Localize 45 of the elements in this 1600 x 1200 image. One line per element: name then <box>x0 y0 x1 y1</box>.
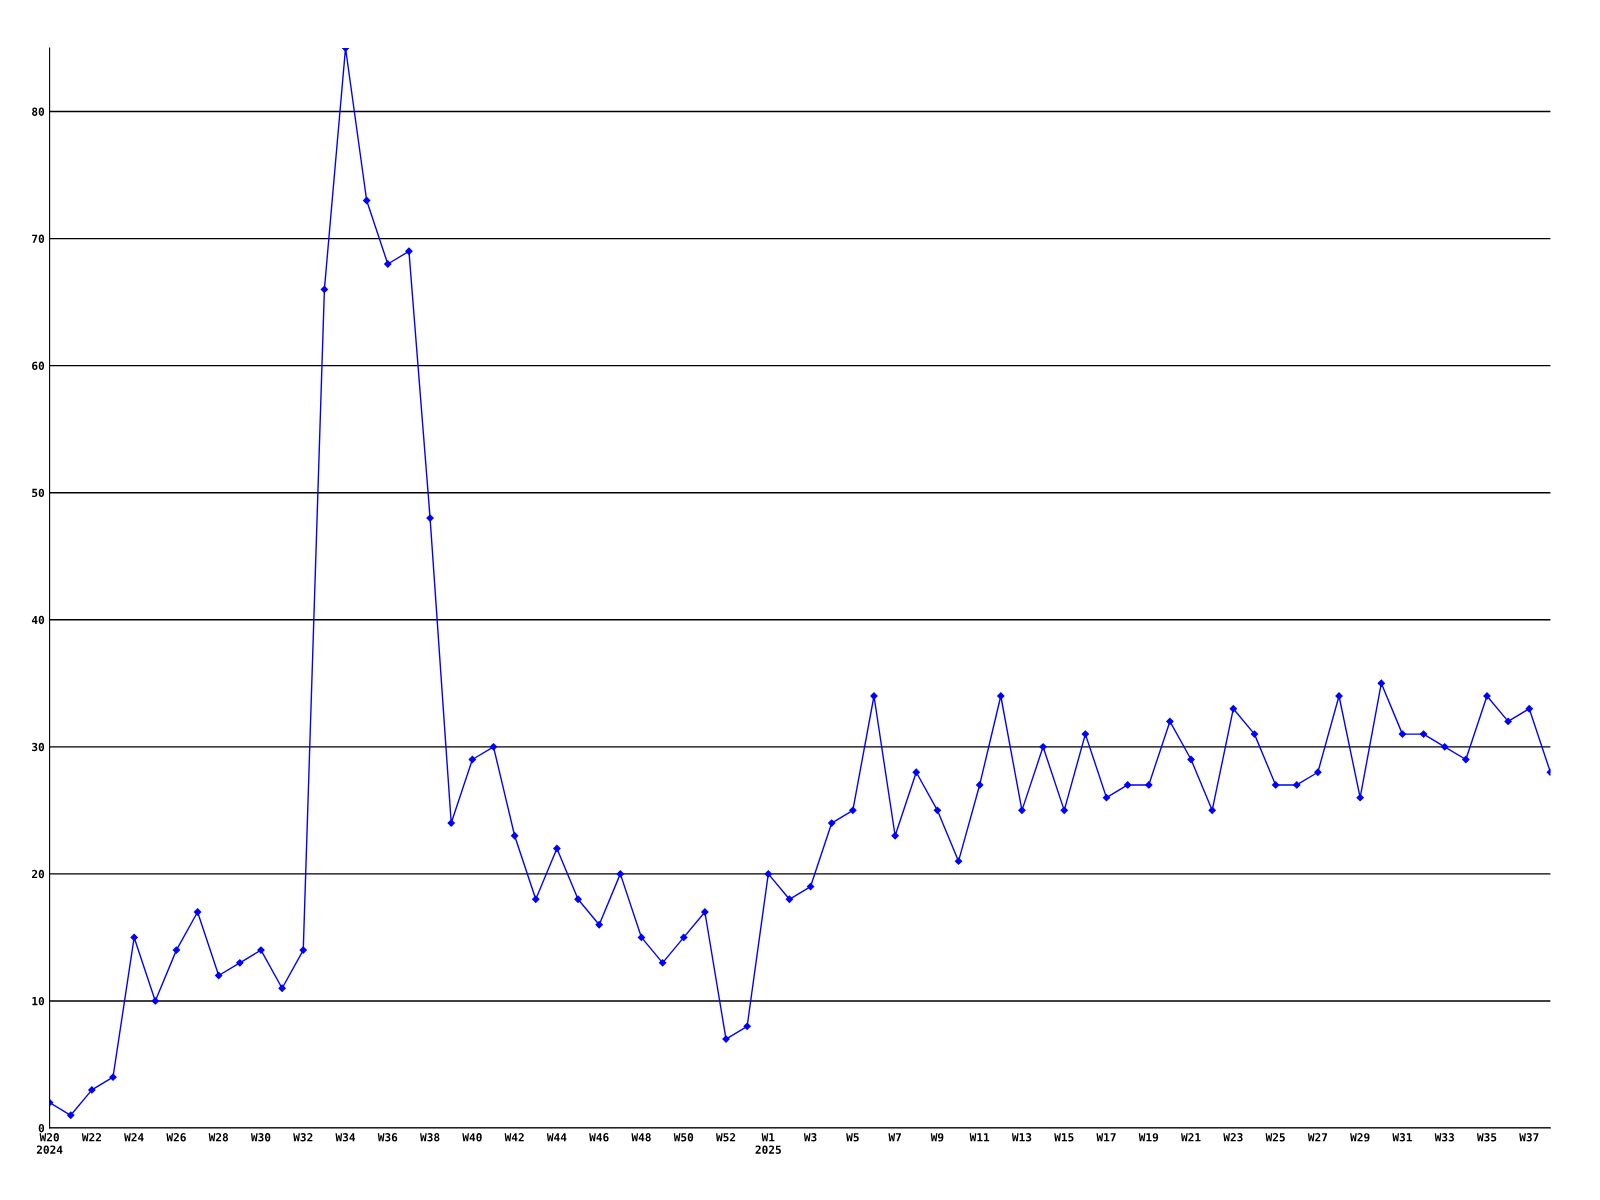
x-tick-label: W32 <box>293 1133 313 1142</box>
x-tick-label: W44 <box>546 1133 567 1142</box>
x-tick-label: W22 <box>81 1133 101 1142</box>
x-tick-label: W37 <box>1519 1133 1539 1142</box>
x-tick-label: W36 <box>377 1133 398 1142</box>
y-tick-label: 50 <box>32 488 45 498</box>
x-tick-label: W33 <box>1434 1133 1455 1142</box>
y-tick-label: 20 <box>31 869 45 879</box>
x-tick-label: W28 <box>208 1133 229 1142</box>
x-tick-label: W31 <box>1392 1133 1412 1142</box>
y-tick-label: 10 <box>32 996 45 1006</box>
y-tick-label: 40 <box>31 615 45 625</box>
x-tick-label: W15 <box>1054 1133 1074 1142</box>
y-tick-label: 30 <box>32 742 45 752</box>
y-tick-label: 70 <box>32 234 45 243</box>
x-tick-label: W7 <box>888 1133 901 1142</box>
x-tick-label: W5 <box>846 1133 859 1142</box>
x-tick-label: W26 <box>166 1133 186 1142</box>
x-tick-label: W42 <box>504 1133 524 1142</box>
x-tick-label: W48 <box>631 1133 651 1142</box>
x-tick-label: W13 <box>1011 1133 1032 1142</box>
x-tick-label: W9 <box>930 1133 944 1142</box>
x-tick-label: W1 2025 <box>755 1133 781 1154</box>
x-tick-label: W29 <box>1350 1133 1370 1142</box>
x-tick-label: W27 <box>1307 1133 1328 1142</box>
x-tick-label: W17 <box>1096 1133 1116 1142</box>
x-tick-label: W34 <box>335 1133 356 1142</box>
x-tick-label: W19 <box>1138 1133 1159 1142</box>
y-tick-label: 60 <box>32 361 45 371</box>
x-tick-label: W24 <box>124 1133 144 1142</box>
y-tick-label: 80 <box>32 107 45 116</box>
x-tick-label: W52 <box>715 1133 736 1142</box>
x-tick-label: W25 <box>1265 1133 1285 1142</box>
x-tick-label: W35 <box>1476 1133 1497 1142</box>
x-tick-label: W3 <box>803 1133 817 1142</box>
x-tick-label: W11 <box>969 1133 990 1142</box>
x-tick-label: W40 <box>462 1133 482 1142</box>
x-tick-label: W38 <box>420 1133 440 1142</box>
y-tick-label: 0 <box>38 1123 45 1133</box>
x-tick-label: W21 <box>1181 1133 1201 1142</box>
x-tick-label: W23 <box>1223 1133 1243 1142</box>
x-tick-label: W46 <box>589 1133 609 1142</box>
x-tick-label: W50 <box>673 1133 694 1142</box>
x-tick-label: W20 2024 <box>36 1133 63 1154</box>
x-tick-label: W30 <box>250 1133 271 1142</box>
